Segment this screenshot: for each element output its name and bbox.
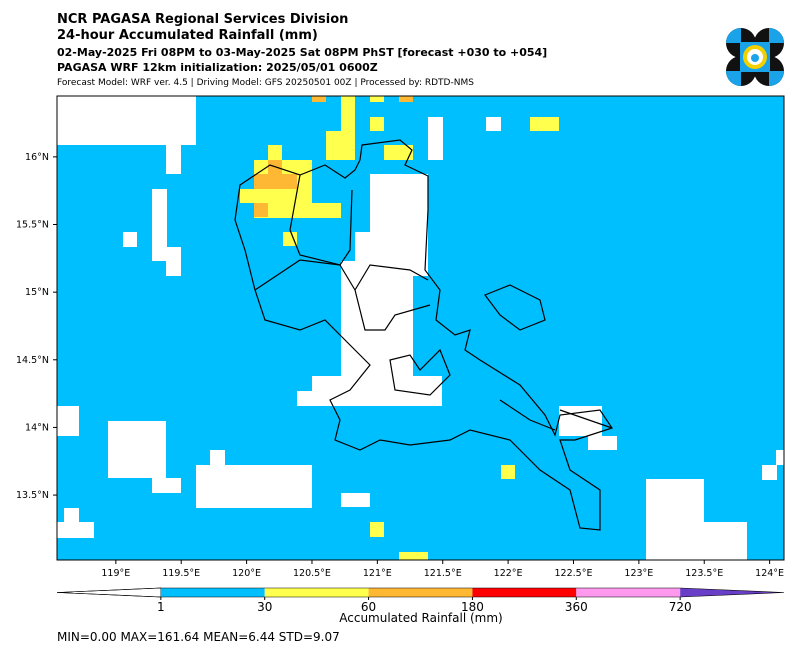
- period: 02-May-2025 Fri 08PM to 03-May-2025 Sat …: [57, 46, 547, 59]
- x-tick-label: 119°E: [101, 568, 130, 579]
- colorbar-tick-label: 60: [361, 600, 376, 614]
- x-tick-label: 121.5°E: [424, 568, 462, 579]
- x-tick-label: 122.5°E: [555, 568, 593, 579]
- map: [56, 95, 785, 561]
- x-tick-label: 119.5°E: [162, 568, 200, 579]
- x-tick-label: 124°E: [755, 568, 784, 579]
- colorbar-segment: [160, 588, 265, 597]
- colorbar-tick-label: 720: [669, 600, 692, 614]
- colorbar-label: Accumulated Rainfall (mm): [339, 611, 502, 625]
- y-tick-label: 14.5°N: [16, 355, 49, 366]
- stats: MIN=0.00 MAX=161.64 MEAN=6.44 STD=9.07: [57, 630, 340, 644]
- model-info: Forecast Model: WRF ver. 4.5 | Driving M…: [57, 78, 474, 88]
- colorbar-segment: [472, 588, 577, 597]
- colorbar-tick-label: 30: [257, 600, 272, 614]
- y-tick-label: 14°N: [25, 422, 49, 433]
- x-tick-label: 120°E: [232, 568, 261, 579]
- x-tick-label: 120.5°E: [293, 568, 331, 579]
- y-tick-label: 16°N: [25, 152, 49, 163]
- x-tick-label: 122°E: [494, 568, 523, 579]
- x-tick-label: 121°E: [363, 568, 392, 579]
- coastline: [234, 139, 613, 531]
- x-tick-label: 123.5°E: [685, 568, 723, 579]
- colorbar-under: [56, 587, 162, 598]
- y-tick-label: 13.5°N: [16, 490, 49, 501]
- colorbar: 1 30 60 180 360 720: [56, 587, 785, 614]
- colorbar-tick-label: 360: [565, 600, 588, 614]
- x-tick-label: 123°E: [624, 568, 653, 579]
- subtitle: 24-hour Accumulated Rainfall (mm): [57, 28, 318, 43]
- title: NCR PAGASA Regional Services Division: [57, 12, 348, 27]
- colorbar-tick-label: 1: [157, 600, 165, 614]
- colorbar-segment: [368, 588, 473, 597]
- colorbar-tick-label: 180: [461, 600, 484, 614]
- colorbar-over: [680, 588, 784, 597]
- logo: [726, 28, 784, 86]
- colorbar-segment: [576, 588, 681, 597]
- colorbar-segment: [264, 588, 369, 597]
- init: PAGASA WRF 12km initialization: 2025/05/…: [57, 61, 378, 74]
- y-tick-label: 15°N: [25, 287, 49, 298]
- dry-areas: [57, 96, 784, 560]
- y-tick-label: 15.5°N: [16, 220, 49, 231]
